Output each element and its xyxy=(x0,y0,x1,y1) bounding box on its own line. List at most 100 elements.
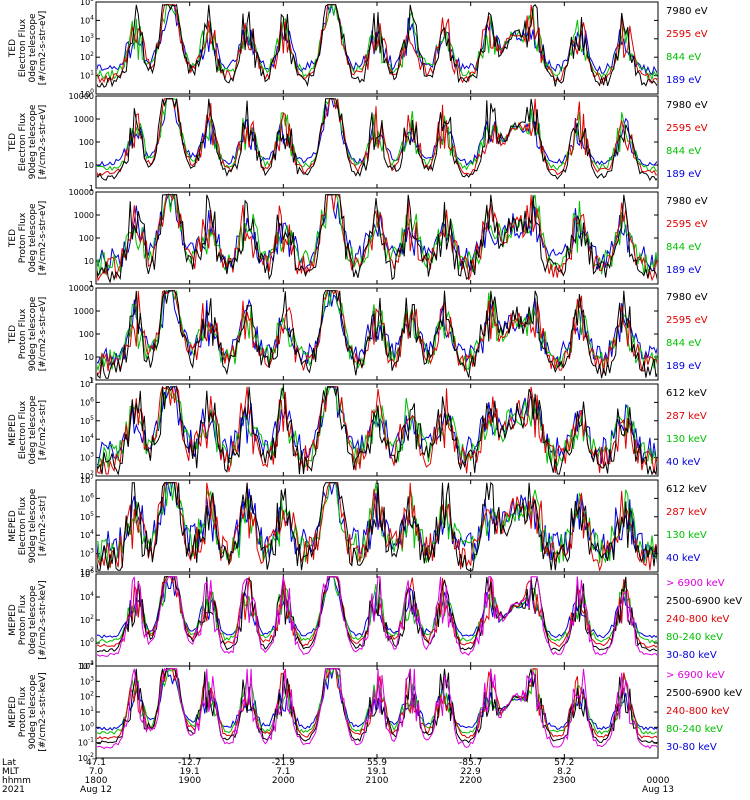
y-tick-label: 103 xyxy=(80,548,94,559)
panel-2: 1 10 100 1000 10000 TEDElectron Flux90deg tel… xyxy=(8,92,708,193)
panel-traces xyxy=(97,289,657,379)
y-axis-label-line: Electron Flux xyxy=(18,112,28,171)
y-tick-label-exp: 4 xyxy=(90,591,94,598)
footer-value: 19.1 xyxy=(367,767,387,777)
y-axis-label-line: 90deg telescope xyxy=(28,488,38,563)
y-tick-label-base: 10 xyxy=(80,417,90,426)
panel-traces xyxy=(97,385,657,475)
series-line xyxy=(97,98,657,172)
legend-entry: 40 keV xyxy=(666,457,700,468)
legend-entry: 2500-6900 keV xyxy=(666,596,742,607)
y-tick-label: 104 xyxy=(80,660,94,671)
y-axis-label-line: MEPED xyxy=(8,414,18,446)
y-axis-label-line: 0deg telescope xyxy=(28,585,38,655)
y-tick-label-exp: 7 xyxy=(90,378,94,385)
y-axis-label-line: Electron Flux xyxy=(18,400,28,459)
footer-row-label: MLT xyxy=(2,767,20,777)
legend-entry: 7980 eV xyxy=(666,100,708,111)
legend-entry: 189 eV xyxy=(666,265,701,276)
legend-entry: 7980 eV xyxy=(666,6,708,17)
y-axis-label-line: Electron Flux xyxy=(18,496,28,555)
y-tick-label: 10 xyxy=(84,257,94,266)
y-tick-label-exp: 2 xyxy=(90,691,94,698)
series-line xyxy=(97,4,657,85)
y-tick-label-base: 10 xyxy=(80,708,90,717)
y-axis-label: TEDProton Flux0deg telescope[#/cm2-s-str… xyxy=(8,201,48,276)
y-tick-label: 10000 xyxy=(69,188,94,197)
y-tick-label-base: 10 xyxy=(80,550,90,559)
y-tick-label: 105 xyxy=(80,0,94,7)
y-axis-label-line: [#/cm2-s-str-eV] xyxy=(38,105,48,180)
footer-value: Aug 13 xyxy=(642,785,674,795)
series-line xyxy=(97,3,657,88)
y-axis-label-line: 90deg telescope xyxy=(28,104,38,179)
y-tick-label: 103 xyxy=(80,452,94,463)
series-line xyxy=(97,576,657,644)
y-axis-label-line: TED xyxy=(8,39,18,58)
y-tick-label: 106 xyxy=(80,492,94,503)
footer-value: 7.0 xyxy=(89,767,104,777)
y-tick-label-exp: 5 xyxy=(90,0,94,3)
y-axis-label-line: 90deg telescope xyxy=(28,296,38,371)
y-axis-label-line: 0deg telescope xyxy=(28,395,38,465)
footer-value: 2000 xyxy=(272,776,295,786)
y-tick-label: 107 xyxy=(80,378,94,389)
footer-row-label: 2021 xyxy=(2,785,25,795)
y-axis-label-line: [#/cm2-s-str-eV] xyxy=(38,201,48,276)
legend-entry: 844 eV xyxy=(666,242,701,253)
y-axis-label: MEPEDProton Flux90deg telescope[#/cm2-s-… xyxy=(8,672,48,751)
y-tick-label: 10 xyxy=(84,353,94,362)
y-tick-label-exp: 2 xyxy=(90,614,94,621)
y-tick-label: 107 xyxy=(80,474,94,485)
y-tick-label-base: 10 xyxy=(80,472,90,481)
y-tick-label-base: 10 xyxy=(80,454,90,463)
y-tick-label-base: 10 xyxy=(78,754,88,763)
y-tick-label-exp: 2 xyxy=(90,51,94,58)
y-tick-label: 1 xyxy=(89,280,94,289)
legend-entry: 612 keV xyxy=(666,484,707,495)
y-tick-label-base: 10 xyxy=(80,568,90,577)
legend-entry: 189 eV xyxy=(666,75,701,86)
y-tick-label-exp: 3 xyxy=(90,452,94,459)
series-line xyxy=(97,194,657,283)
panel-1: 100101102103104105TEDElectron Flux0deg t… xyxy=(8,0,708,99)
y-tick-label-exp: 4 xyxy=(90,433,94,440)
y-tick-label-base: 10 xyxy=(80,90,90,99)
y-tick-label-exp: 6 xyxy=(90,568,94,575)
legend-entry: 130 keV xyxy=(666,530,707,541)
y-axis-label: MEPEDElectron Flux0deg telescope[#/cm2-s… xyxy=(8,395,48,465)
y-tick-label-exp: 3 xyxy=(90,548,94,555)
legend-entry: 2500-6900 keV xyxy=(666,688,742,699)
y-axis-label-line: [#/cm2-s-str-keV] xyxy=(38,672,48,751)
footer-value: 0000 xyxy=(647,776,670,786)
footer-value: 19.1 xyxy=(180,767,200,777)
panel-traces xyxy=(97,98,657,182)
series-line xyxy=(97,385,657,475)
y-axis-label: MEPEDElectron Flux90deg telescope[#/cm2-… xyxy=(8,488,48,563)
series-line xyxy=(97,98,657,167)
panel-traces xyxy=(97,481,657,571)
y-axis-label: TEDElectron Flux90deg telescope[#/cm2-s-… xyxy=(8,104,48,179)
y-tick-label: 100 xyxy=(79,330,94,339)
y-axis-label-line: TED xyxy=(8,229,18,248)
legend-entry: > 6900 keV xyxy=(666,670,725,681)
y-tick-label: 105 xyxy=(80,415,94,426)
y-tick-label-exp: 4 xyxy=(90,529,94,536)
panel-traces xyxy=(97,576,657,657)
y-tick-label-base: 10 xyxy=(80,693,90,702)
y-axis-label-line: [#/cm2-s-str] xyxy=(38,496,48,556)
legend-entry: 287 keV xyxy=(666,411,707,422)
y-tick-label: 100 xyxy=(79,138,94,147)
y-tick-label: 1 xyxy=(89,184,94,193)
legend-entry: 7980 eV xyxy=(666,292,708,303)
y-axis-label-line: 0deg telescope xyxy=(28,13,38,83)
footer-value: 2100 xyxy=(366,776,389,786)
y-tick-label-exp: 5 xyxy=(90,415,94,422)
y-axis-label-line: Proton Flux xyxy=(18,686,28,737)
y-tick-label: 10-2 xyxy=(78,752,94,763)
y-tick-label-base: 10 xyxy=(78,739,88,748)
y-axis-label-line: MEPED xyxy=(8,696,18,728)
legend-entry: > 6900 keV xyxy=(666,578,725,589)
